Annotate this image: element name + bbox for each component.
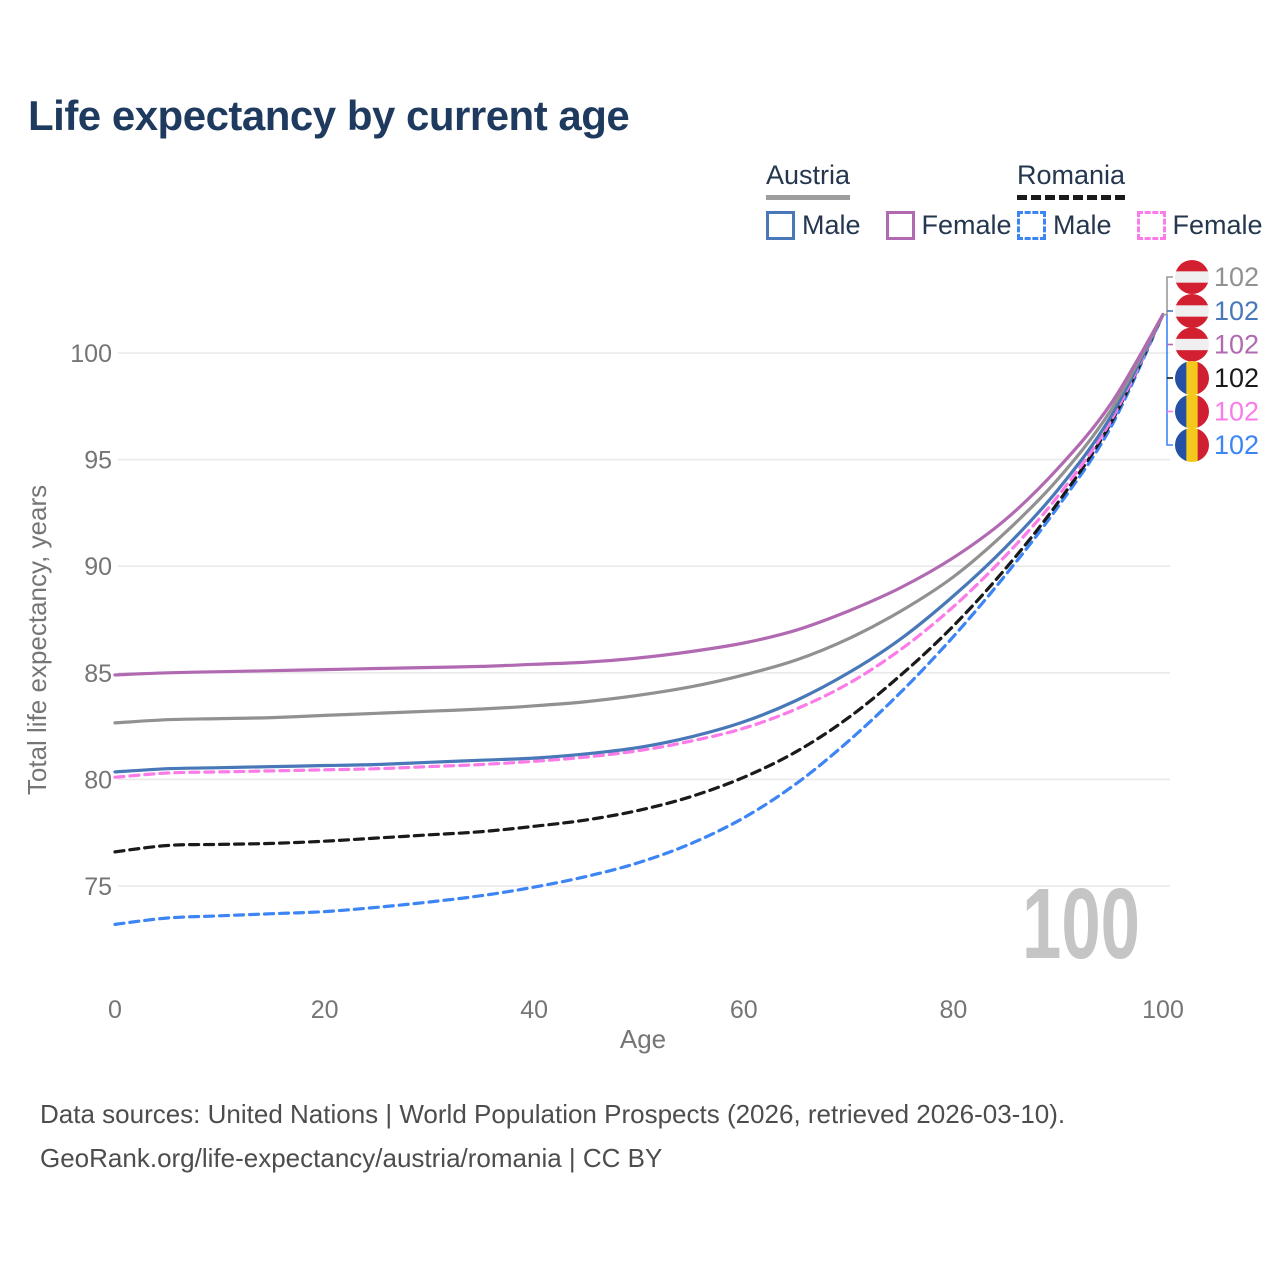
legend-swatch-austria-male[interactable] — [766, 211, 795, 241]
series-line-austria-female — [113, 313, 1165, 677]
end-value-label: 102 — [1214, 397, 1259, 427]
austria-flag-icon — [1175, 260, 1209, 294]
series-line-austria — [113, 313, 1165, 725]
connector-bottom — [1166, 314, 1173, 446]
x-tick-label: 60 — [730, 996, 758, 1024]
x-tick-label: 80 — [939, 996, 967, 1024]
legend-swatch-austria-female[interactable] — [885, 211, 915, 241]
legend-group-austria: Austria Male Female — [766, 160, 1037, 241]
legend-swatch-romania-female[interactable] — [1136, 211, 1166, 241]
y-tick-label: 100 — [70, 340, 112, 368]
romania-flag-icon — [1175, 394, 1209, 429]
y-tick-label: 90 — [84, 553, 112, 581]
x-tick-label: 20 — [311, 996, 339, 1024]
x-tick-label: 40 — [520, 996, 548, 1024]
austria-flag-icon — [1175, 294, 1209, 328]
series-line-romania — [113, 313, 1165, 854]
chart-footer: Data sources: United Nations | World Pop… — [40, 1099, 1066, 1188]
legend-romania-male-label[interactable]: Male — [1053, 210, 1112, 241]
x-tick-label: 100 — [1142, 996, 1184, 1024]
romania-flag-icon — [1175, 428, 1209, 462]
legend-swatch-romania-male[interactable] — [1017, 211, 1046, 241]
series-line-romania-male — [113, 313, 1165, 926]
y-tick-label: 85 — [84, 660, 112, 688]
series-line-romania-female — [113, 313, 1165, 779]
romania-flag-icon — [1175, 361, 1209, 395]
page-title: Life expectancy by current age — [28, 92, 630, 139]
connector-top — [1163, 276, 1173, 316]
end-value-label: 102 — [1214, 262, 1259, 292]
austria-flag-icon — [1175, 327, 1209, 362]
year-watermark: 100 — [1022, 868, 1140, 980]
end-value-label: 102 — [1214, 330, 1259, 360]
y-tick-label: 95 — [84, 447, 112, 475]
y-axis-title: Total life expectancy, years — [22, 485, 52, 795]
legend-romania-female-label[interactable]: Female — [1172, 210, 1263, 241]
x-axis-title: Age — [620, 1024, 666, 1054]
end-value-label: 102 — [1214, 430, 1259, 460]
data-sources-text: Data sources: United Nations | World Pop… — [40, 1099, 1066, 1129]
legend-romania-label: Romania — [1017, 160, 1126, 201]
legend-austria-female-label[interactable]: Female — [921, 210, 1012, 241]
y-tick-label: 75 — [84, 873, 112, 901]
legend-austria-male-label[interactable]: Male — [802, 210, 861, 241]
end-value-label: 102 — [1214, 363, 1259, 393]
legend-austria-label: Austria — [766, 160, 851, 201]
series-line-austria-male — [113, 313, 1165, 774]
attribution-text: GeoRank.org/life-expectancy/austria/roma… — [40, 1142, 663, 1173]
x-tick-label: 0 — [108, 996, 122, 1024]
legend-group-romania: Romania Male Female — [1017, 160, 1280, 241]
y-tick-label: 80 — [84, 766, 112, 794]
end-value-label: 102 — [1214, 296, 1259, 326]
